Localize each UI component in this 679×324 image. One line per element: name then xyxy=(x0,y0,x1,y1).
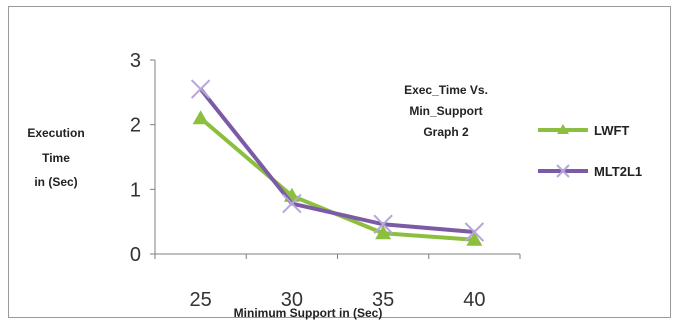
data-point-mlt2l1 xyxy=(192,80,210,98)
y-ticks: 0 1 2 3 xyxy=(130,50,155,266)
y-tick-label: 2 xyxy=(130,115,141,137)
annotation-line-3: Graph 2 xyxy=(423,125,469,139)
y-axis-title-line-2: Time xyxy=(42,151,70,165)
legend-entry-lwft: LWFT xyxy=(538,123,629,138)
y-axis-title: Execution Time in (Sec) xyxy=(27,126,84,189)
data-point-lwft xyxy=(193,110,209,124)
annotation-line-2: Min_Support xyxy=(409,104,482,118)
annotation-line-1: Exec_Time Vs. xyxy=(404,83,488,97)
y-tick-label: 1 xyxy=(130,179,141,201)
x-axis-title: Minimum Support in (Sec) xyxy=(234,306,383,320)
y-tick-label: 3 xyxy=(130,50,141,72)
legend: LWFT MLT2L1 xyxy=(538,123,642,179)
chart-annotation: Exec_Time Vs. Min_Support Graph 2 xyxy=(404,83,488,139)
legend-label-lwft: LWFT xyxy=(594,123,629,138)
x-tick-label: 40 xyxy=(463,289,485,311)
x-ticks: 25 30 35 40 xyxy=(155,254,520,311)
y-tick-label: 0 xyxy=(130,244,141,266)
legend-entry-mlt2l1: MLT2L1 xyxy=(538,164,642,179)
x-tick-label: 25 xyxy=(190,289,212,311)
legend-label-mlt2l1: MLT2L1 xyxy=(594,164,642,179)
y-axis-title-line-1: Execution xyxy=(27,126,84,140)
y-axis-title-line-3: in (Sec) xyxy=(34,175,77,189)
